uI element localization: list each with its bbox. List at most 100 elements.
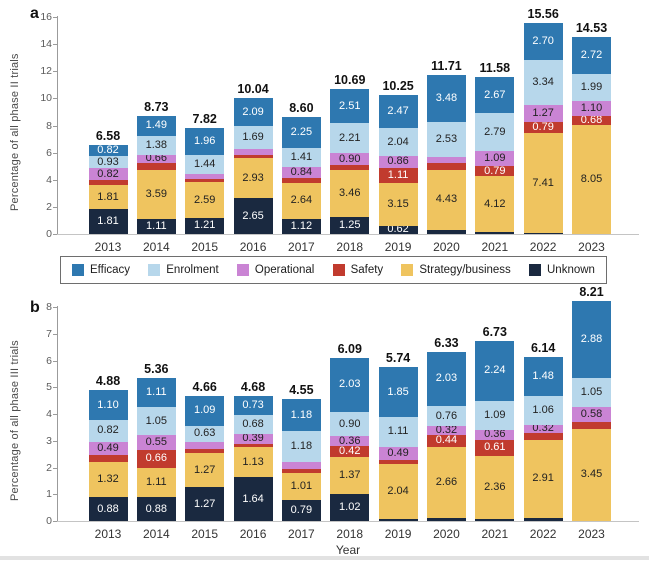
y-tick-mark — [53, 333, 58, 335]
segment-value-label: 0.44 — [435, 434, 458, 447]
total-label-b-2013: 4.88 — [95, 374, 121, 389]
y-tick-label: 0 — [46, 515, 52, 527]
segment-value-label: 2.03 — [339, 378, 361, 391]
total-label-a-2015: 7.82 — [192, 111, 217, 126]
segment-operational-2017 — [281, 462, 321, 469]
legend: Efficacy Enrolment Operational Safety Strate… — [60, 256, 607, 284]
segment-enrolment-2022: 1.06 — [523, 396, 563, 425]
segment-enrolment-2014: 1.05 — [136, 407, 176, 436]
segment-safety-2022 — [523, 433, 563, 440]
segment-value-label: 2.21 — [339, 131, 361, 144]
segment-value-label: 1.09 — [193, 404, 216, 417]
segment-value-label: 3.48 — [435, 92, 458, 105]
y-tick-mark — [53, 521, 58, 522]
segment-value-label: 1.49 — [145, 119, 168, 132]
y-tick-mark — [53, 234, 58, 235]
segment-value-label: 2.67 — [484, 88, 506, 101]
segment-value-label: 0.84 — [290, 166, 313, 179]
segment-strategy_business-2019: 2.04 — [378, 464, 418, 519]
segment-value-label: 1.64 — [242, 492, 264, 505]
total-label-b-2015: 4.66 — [192, 380, 217, 395]
segment-value-label: 1.18 — [290, 408, 313, 421]
y-tick-label: 2 — [46, 200, 52, 213]
segment-value-label: 0.61 — [484, 441, 506, 454]
operational-swatch-icon — [236, 264, 249, 276]
segment-operational-2018: 0.36 — [330, 435, 370, 446]
segment-value-label: 0.82 — [97, 424, 119, 437]
y-tick-label: 4 — [46, 173, 52, 186]
y-tick-mark — [53, 44, 58, 46]
segment-strategy_business-2022: 7.41 — [523, 132, 563, 234]
segment-value-label: 0.93 — [97, 155, 119, 168]
segment-value-label: 2.66 — [435, 475, 458, 488]
segment-value-label: 1.06 — [532, 404, 554, 417]
segment-operational-2015 — [185, 442, 225, 449]
legend-item-enrolment: Enrolment — [148, 264, 219, 276]
x-tick-label-b-2020: 2020 — [433, 527, 460, 541]
segment-efficacy-2018: 2.03 — [330, 357, 370, 413]
x-tick-label-b-2015: 2015 — [191, 527, 219, 541]
x-tick-label-b-2022: 2022 — [529, 527, 557, 541]
strategy_business-swatch-icon — [401, 264, 414, 276]
segment-value-label: 1.25 — [339, 219, 361, 232]
segment-unknown-2022 — [523, 233, 563, 234]
unknown-swatch-icon — [529, 264, 541, 276]
x-tick-label-b-2016: 2016 — [239, 527, 267, 541]
segment-value-label: 1.27 — [193, 497, 216, 510]
segment-value-label: 1.48 — [532, 370, 554, 383]
bottom-divider — [0, 556, 649, 560]
segment-efficacy-2022: 1.48 — [523, 356, 563, 397]
segment-value-label: 1.37 — [339, 468, 361, 481]
total-label-a-2021: 11.58 — [479, 60, 511, 75]
segment-value-label: 0.32 — [435, 424, 458, 437]
segment-enrolment-2013: 0.93 — [88, 155, 128, 169]
segment-safety-2015 — [185, 178, 225, 183]
y-tick-mark — [53, 494, 58, 496]
segment-strategy_business-2021: 4.12 — [475, 176, 515, 233]
segment-enrolment-2021: 1.09 — [475, 400, 515, 431]
segment-value-label: 0.90 — [339, 417, 361, 430]
x-tick-label-a-2014: 2014 — [142, 240, 170, 254]
segment-operational-2019: 0.49 — [378, 446, 418, 460]
segment-enrolment-2019: 2.04 — [378, 128, 418, 157]
segment-value-label: 1.41 — [290, 150, 313, 163]
segment-safety-2017 — [281, 468, 321, 473]
panel-label-a: a — [30, 5, 39, 22]
segment-value-label: 0.49 — [387, 446, 409, 459]
segment-operational-2016: 0.39 — [233, 433, 273, 444]
segment-value-label: 1.18 — [290, 440, 313, 453]
segment-efficacy-2015: 1.96 — [185, 127, 225, 155]
y-tick-label: 0 — [46, 228, 52, 240]
segment-operational-2019: 0.86 — [378, 156, 418, 168]
y-tick-label: 3 — [46, 434, 52, 447]
segment-enrolment-2013: 0.82 — [88, 419, 128, 442]
y-tick-label: 14 — [40, 38, 52, 51]
segment-strategy_business-2020: 2.66 — [426, 446, 466, 518]
total-label-b-2020: 6.33 — [434, 335, 459, 350]
segment-efficacy-2023: 2.88 — [572, 301, 611, 379]
segment-safety-2021: 0.79 — [475, 165, 515, 177]
panel-label-b: b — [30, 299, 40, 316]
segment-unknown-2018: 1.02 — [330, 493, 370, 521]
segment-efficacy-2016: 2.09 — [233, 97, 273, 127]
segment-unknown-2016: 2.65 — [233, 198, 273, 234]
x-tick-label-a-2022: 2022 — [529, 240, 557, 254]
segment-value-label: 8.05 — [580, 172, 603, 185]
segment-unknown-2021 — [475, 232, 515, 234]
segment-value-label: 3.15 — [387, 197, 409, 210]
segment-enrolment-2018: 2.21 — [330, 123, 370, 154]
segment-efficacy-2021: 2.67 — [475, 76, 515, 114]
segment-strategy_business-2023: 3.45 — [572, 428, 611, 521]
segment-value-label: 0.63 — [193, 427, 216, 440]
y-tick-label: 7 — [46, 327, 52, 340]
total-label-a-2016: 10.04 — [237, 81, 269, 96]
legend-label: Operational — [254, 264, 315, 276]
segment-safety-2013 — [88, 454, 128, 463]
segment-strategy_business-2023: 8.05 — [572, 124, 611, 234]
legend-item-efficacy: Efficacy — [72, 264, 130, 276]
segment-efficacy-2020: 2.03 — [426, 351, 466, 406]
segment-value-label: 0.73 — [242, 399, 264, 412]
x-tick-label-a-2016: 2016 — [239, 240, 267, 254]
segment-efficacy-2023: 2.72 — [572, 36, 611, 74]
y-tick-mark — [53, 206, 58, 208]
